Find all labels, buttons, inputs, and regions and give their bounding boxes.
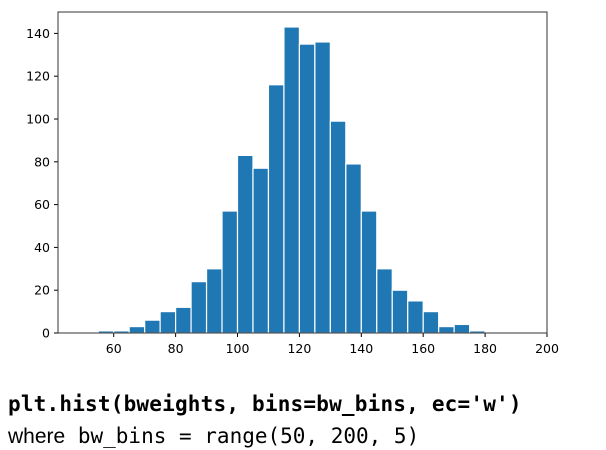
y-tick-label: 40 bbox=[34, 240, 50, 255]
bars-group bbox=[97, 26, 486, 334]
histogram-bar bbox=[422, 311, 440, 334]
histogram-bar bbox=[236, 154, 254, 334]
x-tick-label: 200 bbox=[535, 341, 559, 356]
histogram-bar bbox=[221, 210, 239, 334]
y-axis: 0 20 40 60 80 100 120 140 bbox=[26, 26, 58, 341]
histogram-chart: 0 20 40 60 80 100 120 140 60 80 100 120 140 160 180 20… bbox=[26, 11, 559, 356]
y-tick-label: 100 bbox=[26, 112, 50, 127]
where-caption: where bw_bins = range(50, 200, 5) bbox=[8, 424, 419, 449]
x-axis: 60 80 100 120 140 160 180 200 bbox=[106, 333, 559, 356]
x-tick-label: 140 bbox=[349, 341, 373, 356]
histogram-bar bbox=[175, 306, 192, 334]
plot-frame bbox=[57, 11, 548, 334]
y-tick-label: 120 bbox=[26, 69, 50, 84]
histogram-bar bbox=[283, 26, 301, 334]
histogram-bar bbox=[144, 319, 161, 334]
histogram-bar bbox=[376, 268, 393, 334]
x-tick-label: 120 bbox=[287, 341, 311, 356]
y-tick-label: 80 bbox=[34, 154, 50, 169]
x-tick-label: 160 bbox=[411, 341, 435, 356]
histogram-bar bbox=[360, 210, 378, 334]
x-tick-label: 100 bbox=[226, 341, 250, 356]
histogram-bar bbox=[329, 120, 347, 334]
y-tick-label: 20 bbox=[34, 283, 50, 298]
y-tick-label: 0 bbox=[42, 326, 50, 341]
x-tick-label: 80 bbox=[168, 341, 184, 356]
code-caption: plt.hist(bweights, bins=bw_bins, ec='w') bbox=[8, 392, 522, 416]
histogram-bar bbox=[205, 268, 223, 334]
y-tick-label: 60 bbox=[34, 197, 50, 212]
y-tick-label: 140 bbox=[26, 26, 50, 41]
histogram-bar bbox=[267, 84, 285, 334]
histogram-bar bbox=[298, 43, 316, 334]
histogram-bar bbox=[128, 325, 146, 334]
histogram-bar bbox=[453, 323, 471, 334]
histogram-bar bbox=[407, 300, 424, 334]
x-tick-label: 180 bbox=[473, 341, 497, 356]
histogram-bar bbox=[345, 163, 362, 334]
histogram-bar bbox=[190, 281, 208, 334]
histogram-bar bbox=[159, 311, 177, 334]
bins-definition: bw_bins = range(50, 200, 5) bbox=[77, 424, 420, 448]
where-word: where bbox=[8, 425, 66, 448]
histogram-bar bbox=[314, 41, 331, 334]
histogram-bar bbox=[438, 325, 455, 334]
histogram-bar bbox=[391, 289, 409, 334]
x-tick-label: 60 bbox=[106, 341, 122, 356]
histogram-bar bbox=[252, 167, 270, 334]
